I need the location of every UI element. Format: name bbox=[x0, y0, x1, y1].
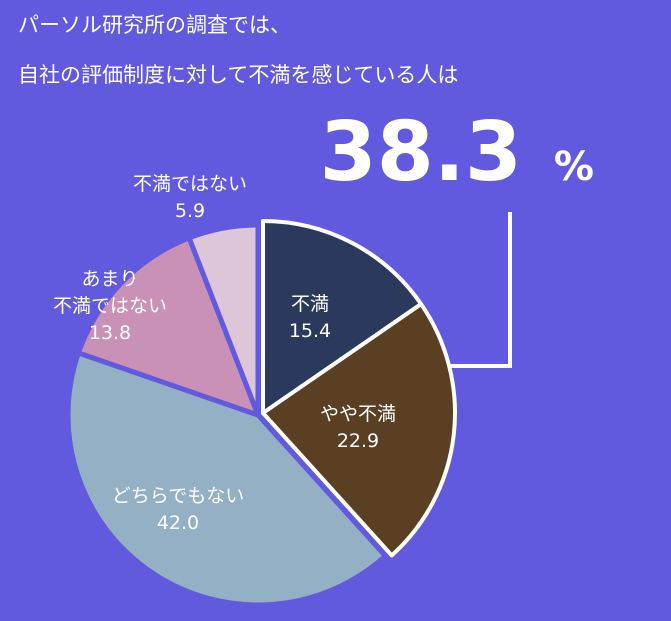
slice-label: あまり不満ではない bbox=[53, 268, 167, 317]
value-label: 42.0 bbox=[157, 512, 199, 534]
slice-label: 不満ではない bbox=[133, 173, 247, 195]
pie-slice bbox=[65, 350, 388, 608]
label-line: 不満ではない bbox=[133, 173, 247, 195]
pie-slice bbox=[261, 219, 424, 415]
title-line: パーソル研究所の調査では、 bbox=[18, 13, 291, 37]
highlight-value: 38.3 bbox=[320, 105, 522, 200]
value-label: 13.8 bbox=[89, 322, 131, 344]
label-line: あまり bbox=[81, 268, 138, 290]
title-line: 自社の評価制度に対して不満を感じている人は bbox=[18, 63, 458, 87]
value-label: 22.9 bbox=[337, 430, 379, 452]
highlight-unit: % bbox=[554, 144, 594, 190]
label-line: 不満ではない bbox=[53, 295, 167, 317]
label-line: やや不満 bbox=[320, 403, 396, 425]
value-label: 5.9 bbox=[175, 200, 205, 222]
pie-slice bbox=[75, 235, 261, 418]
connector bbox=[440, 212, 512, 368]
value-label: 15.4 bbox=[289, 320, 331, 342]
pie-slice bbox=[186, 222, 261, 418]
pie-slice bbox=[261, 302, 457, 558]
label-line: どちらでもない bbox=[112, 485, 244, 507]
slice-label: やや不満 bbox=[320, 403, 396, 425]
label-line: 不満 bbox=[291, 293, 329, 315]
slice-label: 不満 bbox=[291, 293, 329, 315]
slice-label: どちらでもない bbox=[112, 485, 244, 507]
